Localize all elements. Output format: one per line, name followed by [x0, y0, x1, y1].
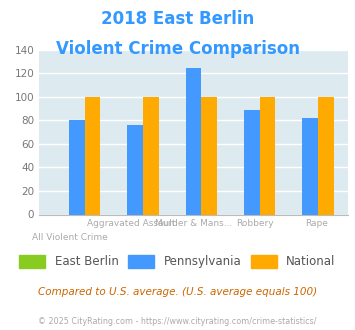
Bar	[186, 68, 201, 215]
Text: Murder & Mans...: Murder & Mans...	[155, 219, 232, 228]
Text: Violent Crime Comparison: Violent Crime Comparison	[55, 40, 300, 58]
Text: Aggravated Assault: Aggravated Assault	[87, 219, 176, 228]
Bar	[69, 120, 84, 214]
Bar	[260, 97, 275, 214]
Legend: East Berlin, Pennsylvania, National: East Berlin, Pennsylvania, National	[15, 250, 340, 273]
Bar	[244, 110, 260, 214]
Bar	[143, 97, 159, 214]
Bar	[318, 97, 334, 214]
Text: Compared to U.S. average. (U.S. average equals 100): Compared to U.S. average. (U.S. average …	[38, 287, 317, 297]
Text: Rape: Rape	[306, 219, 328, 228]
Text: Robbery: Robbery	[236, 219, 274, 228]
Text: 2018 East Berlin: 2018 East Berlin	[101, 10, 254, 28]
Text: All Violent Crime: All Violent Crime	[32, 233, 108, 242]
Bar	[127, 125, 143, 214]
Text: © 2025 CityRating.com - https://www.cityrating.com/crime-statistics/: © 2025 CityRating.com - https://www.city…	[38, 317, 317, 326]
Bar	[201, 97, 217, 214]
Bar	[84, 97, 100, 214]
Bar	[302, 118, 318, 214]
